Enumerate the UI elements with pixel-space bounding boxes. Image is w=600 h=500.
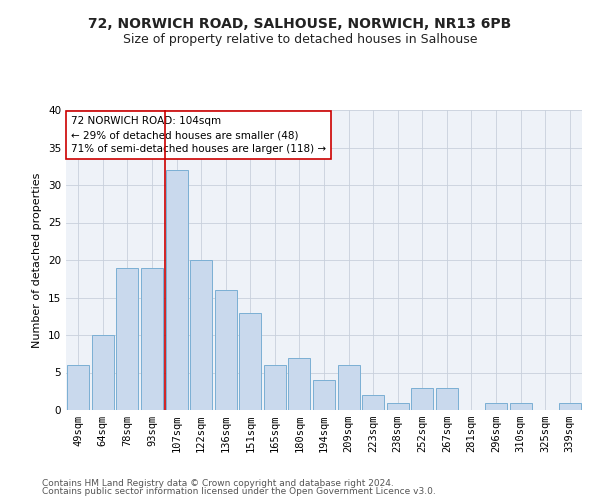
Bar [166,170,188,410]
Text: Contains public sector information licensed under the Open Government Licence v3: Contains public sector information licen… [42,487,436,496]
Bar [386,402,409,410]
Bar [289,358,310,410]
Bar [190,260,212,410]
Bar [67,365,89,410]
Bar [559,402,581,410]
Bar [92,335,114,410]
Text: 72, NORWICH ROAD, SALHOUSE, NORWICH, NR13 6PB: 72, NORWICH ROAD, SALHOUSE, NORWICH, NR1… [88,18,512,32]
Bar [116,268,139,410]
Bar [264,365,286,410]
Bar [338,365,359,410]
Bar [239,312,262,410]
Text: Size of property relative to detached houses in Salhouse: Size of property relative to detached ho… [123,32,477,46]
Bar [436,388,458,410]
Bar [485,402,507,410]
Y-axis label: Number of detached properties: Number of detached properties [32,172,43,348]
Text: Contains HM Land Registry data © Crown copyright and database right 2024.: Contains HM Land Registry data © Crown c… [42,478,394,488]
Text: 72 NORWICH ROAD: 104sqm
← 29% of detached houses are smaller (48)
71% of semi-de: 72 NORWICH ROAD: 104sqm ← 29% of detache… [71,116,326,154]
Bar [362,395,384,410]
Bar [411,388,433,410]
Bar [141,268,163,410]
Bar [215,290,237,410]
Bar [509,402,532,410]
Bar [313,380,335,410]
